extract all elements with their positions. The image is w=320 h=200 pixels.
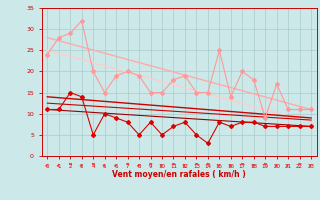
X-axis label: Vent moyen/en rafales ( km/h ): Vent moyen/en rafales ( km/h ) xyxy=(112,170,246,179)
